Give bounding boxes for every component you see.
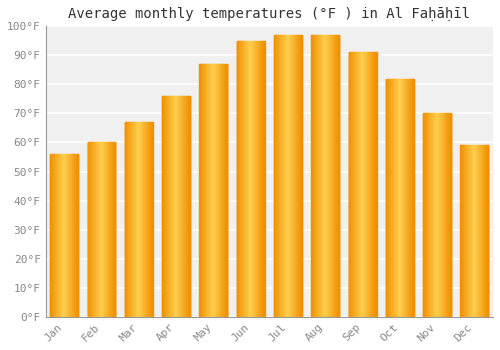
Title: Average monthly temperatures (°F ) in Al Faḥāḥīl: Average monthly temperatures (°F ) in Al… [68, 7, 470, 21]
